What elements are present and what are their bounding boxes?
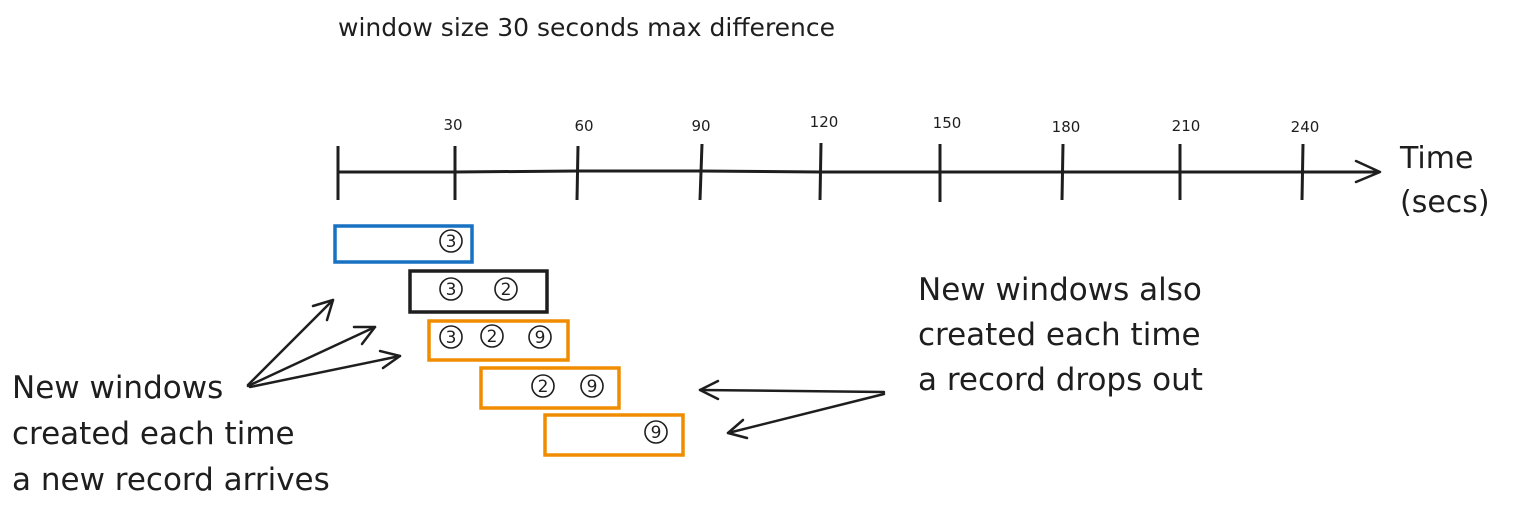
record-circle: [528, 325, 552, 349]
arrowhead-icon: [352, 325, 377, 346]
note-right-line-3: a record drops out: [918, 362, 1203, 398]
window-2: [408, 269, 549, 314]
record-circle: [644, 420, 668, 444]
time-axis: 30 60 90 120 150 180 210 240 Time (secs): [336, 113, 1490, 220]
tick-label-240: 240: [1291, 118, 1320, 136]
axis-tick: [698, 143, 704, 201]
arrowhead-icon: [726, 418, 749, 440]
arrow-to-window-5-right: [726, 392, 886, 435]
note-right: New windows also created each time a rec…: [918, 272, 1203, 398]
record-circle: [439, 277, 463, 301]
note-left-line-1: New windows: [12, 370, 223, 406]
record-circle: [494, 277, 518, 301]
arrow-to-window-4-right: [698, 388, 886, 394]
record-label: 9: [535, 328, 546, 348]
note-right-line-1: New windows also: [918, 272, 1202, 308]
record-circle: [531, 374, 555, 398]
arrowhead-icon: [311, 298, 335, 322]
record-label: 2: [501, 280, 512, 300]
arrow-to-window-4: [248, 354, 402, 389]
arrow-to-window-3: [246, 325, 377, 388]
record-label: 2: [538, 377, 549, 397]
axis-title-time: Time: [1399, 141, 1473, 176]
arrowhead-icon: [698, 379, 720, 401]
diagram-title: window size 30 seconds max difference: [338, 13, 835, 42]
record-circle: [480, 324, 504, 348]
record-circle: [439, 229, 463, 253]
tick-label-90: 90: [691, 117, 710, 135]
tick-label-180: 180: [1052, 118, 1081, 136]
window-4: [479, 366, 621, 410]
tick-label-210: 210: [1172, 117, 1201, 135]
window-3: [427, 319, 570, 362]
tick-label-30: 30: [443, 116, 462, 134]
arrowhead-icon: [378, 349, 402, 370]
note-left: New windows created each time a new reco…: [12, 370, 330, 498]
axis-tick: [1300, 143, 1305, 201]
note-left-line-2: created each time: [12, 416, 295, 452]
window-1: [333, 224, 474, 264]
record-label: 2: [487, 327, 498, 347]
axis-line: [336, 169, 1380, 174]
right-arrows: [698, 379, 886, 440]
tick-label-120: 120: [810, 113, 839, 131]
windows-group: 3 3 2 3 2 9 2 9 9: [333, 224, 685, 457]
window-5: [543, 413, 685, 457]
record-label: 3: [446, 232, 457, 252]
record-label: 9: [587, 377, 598, 397]
tick-label-60: 60: [574, 117, 593, 135]
record-label: 3: [446, 280, 457, 300]
axis-tick: [1060, 143, 1065, 201]
left-arrows: [246, 298, 402, 389]
record-circle: [439, 325, 463, 349]
axis-tick: [575, 145, 580, 201]
arrow-to-window-2: [246, 298, 335, 387]
record-circle: [580, 374, 604, 398]
tick-label-150: 150: [933, 114, 962, 132]
note-left-line-3: a new record arrives: [12, 462, 330, 498]
axis-arrowhead: [1354, 159, 1382, 184]
note-right-line-2: created each time: [918, 317, 1201, 353]
axis-title-unit: (secs): [1400, 185, 1490, 220]
record-label: 3: [446, 328, 457, 348]
axis-tick: [818, 142, 823, 201]
record-label: 9: [651, 423, 662, 443]
